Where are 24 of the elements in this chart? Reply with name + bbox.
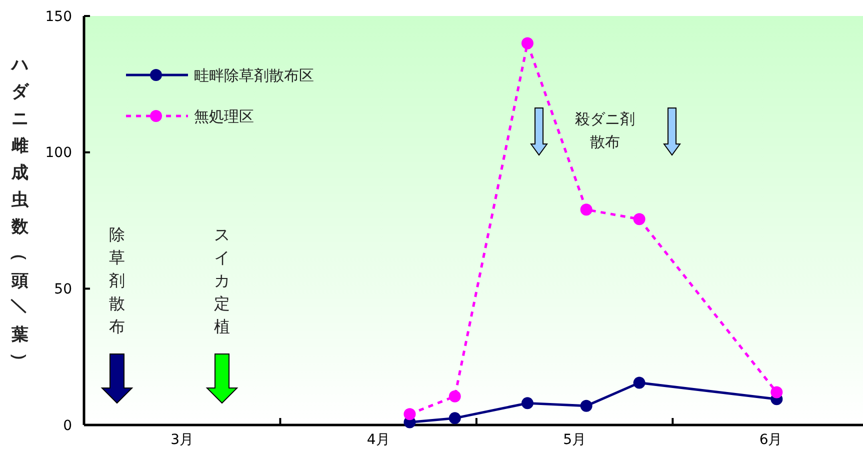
text: ハダニ雌成虫数（頭／葉） [9,55,29,370]
y-tick-label: 150 [45,8,72,25]
point [770,386,783,398]
legend-label: 無処理区 [194,107,254,126]
point [580,400,592,412]
annotation: 除草剤散布 [109,225,125,336]
point [633,376,646,389]
point [448,390,461,402]
point [448,412,461,424]
annotation: 殺ダニ剤散布 [575,110,635,151]
point [521,397,534,410]
y-tick-label: 0 [63,418,72,434]
y-tick-label: 100 [45,145,72,162]
annotation: スイカ定植 [214,225,230,336]
x-tick-label: 4月 [366,432,390,448]
point [580,204,592,216]
x-tick-label: 3月 [170,432,194,448]
point [404,408,416,420]
y-tick-label: 50 [54,282,72,298]
point [633,213,646,226]
x-tick-label: 6月 [759,432,782,448]
x-tick-label: 5月 [563,432,586,448]
point [521,37,534,50]
legend-label: 畦畔除草剤散布区 [194,66,314,84]
